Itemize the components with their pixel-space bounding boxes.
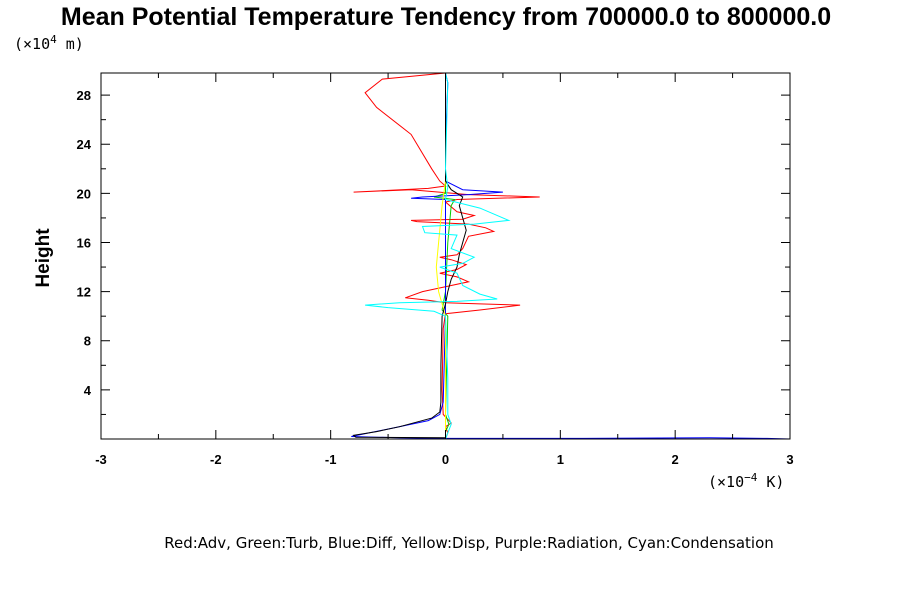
x-tick-label: -2	[210, 452, 222, 467]
x-unit-label: (×10−4 K)	[708, 471, 784, 491]
y-unit-prefix: (×10	[14, 35, 50, 53]
series-radiation-line	[352, 73, 467, 439]
x-tick-label: -1	[325, 452, 337, 467]
x-tick-label: -3	[95, 452, 107, 467]
y-tick-label: 4	[84, 383, 92, 398]
x-tick-label: 1	[557, 452, 564, 467]
x-unit-exponent: −4	[744, 471, 758, 484]
series-layer	[351, 72, 791, 440]
y-tick-label: 28	[77, 88, 91, 103]
y-tick-label: 24	[77, 137, 92, 152]
series-condensation-line	[365, 72, 511, 440]
y-unit-exponent: 4	[50, 33, 57, 46]
y-tick-label: 12	[77, 285, 91, 300]
y-tick-label: 20	[77, 186, 91, 201]
x-unit-prefix: (×10	[708, 473, 744, 491]
x-tick-label: 0	[442, 452, 449, 467]
y-axis-label: Height	[33, 228, 54, 288]
x-tick-label: 2	[672, 452, 679, 467]
y-unit-label: (×104 m)	[14, 33, 84, 53]
series-disp-line	[435, 73, 446, 439]
x-tick-label: 3	[786, 452, 793, 467]
y-tick-label: 8	[84, 334, 91, 349]
legend-text: Red:Adv, Green:Turb, Blue:Diff, Yellow:D…	[164, 534, 774, 552]
chart-title: Mean Potential Temperature Tendency from…	[61, 3, 831, 31]
series-diff-line	[351, 72, 791, 440]
x-unit-suffix: K)	[757, 473, 784, 491]
y-tick-label: 16	[77, 235, 91, 250]
y-unit-suffix: m)	[57, 35, 84, 53]
